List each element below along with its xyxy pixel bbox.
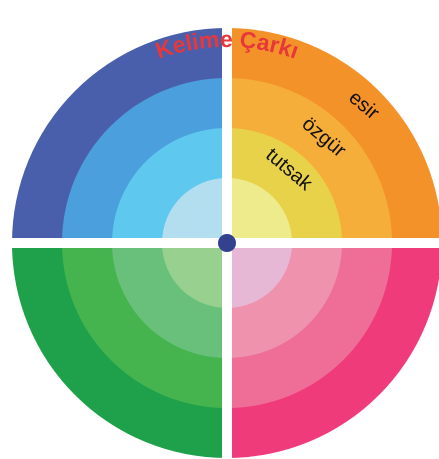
- ring-segment: [162, 243, 227, 308]
- ring-segment: [227, 243, 292, 308]
- ring-segment: [227, 178, 292, 243]
- ring-segment: [162, 178, 227, 243]
- wheel-rings: [12, 28, 439, 458]
- center-dot: [218, 234, 236, 252]
